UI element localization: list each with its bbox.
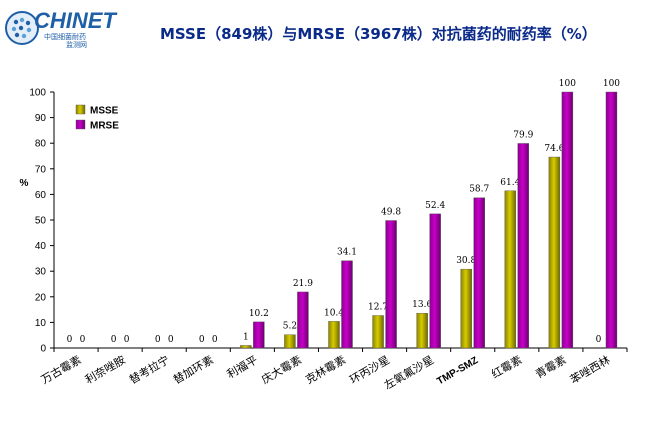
mrse-data-label: 21.9 — [293, 279, 313, 289]
x-category-label: 左氧氟沙星 — [382, 352, 437, 392]
y-tick-label: 0 — [40, 344, 46, 355]
y-axis-label: % — [20, 178, 29, 189]
msse-data-label: 0 — [111, 335, 117, 345]
y-tick-label: 60 — [35, 190, 47, 201]
mrse-data-label: 10.2 — [249, 309, 269, 319]
msse-data-label: 0 — [155, 335, 161, 345]
x-category-label: 青霉素 — [533, 353, 568, 381]
msse-data-label: 1 — [243, 332, 249, 342]
mrse-bar — [517, 143, 530, 349]
y-tick-label: 90 — [35, 113, 47, 124]
chart-title: MSSE（849株）与MRSE（3967株）对抗菌药的耐药率（%） — [160, 25, 597, 43]
mrse-bar — [253, 321, 265, 349]
y-tick-label: 10 — [35, 318, 47, 329]
mrse-bar — [429, 213, 441, 349]
msse-bar — [548, 156, 561, 349]
mrse-bar — [385, 220, 397, 349]
x-category-label: 克林霉素 — [303, 352, 348, 386]
legend-mrse-swatch — [75, 119, 86, 130]
logo-name: CHINET — [34, 8, 116, 33]
mrse-bar — [561, 91, 574, 349]
msse-bar — [416, 312, 428, 349]
y-tick-label: 40 — [35, 241, 47, 252]
msse-data-label: 10.4 — [324, 308, 344, 318]
mrse-data-label: 58.7 — [469, 185, 489, 195]
msse-bar — [372, 315, 384, 349]
y-tick-label: 70 — [35, 164, 47, 175]
y-tick-label: 80 — [35, 139, 47, 150]
x-category-label: 苯唑西林 — [567, 352, 612, 386]
chinet-logo: CHINET 中国细菌耐药 监测网 — [4, 6, 116, 52]
msse-bar — [328, 321, 340, 349]
x-category-label: 替考拉宁 — [127, 352, 172, 386]
msse-bar — [284, 334, 296, 349]
msse-data-label: 12.7 — [368, 302, 388, 312]
legend-msse-label: MSSE — [90, 106, 119, 117]
msse-bar — [504, 190, 517, 349]
legend-msse-swatch — [75, 104, 86, 115]
mrse-data-label: 100 — [603, 79, 620, 89]
msse-bar — [240, 345, 252, 349]
mrse-data-label: 0 — [80, 335, 86, 345]
mrse-data-label: 52.4 — [425, 201, 445, 211]
x-category-label: 红霉素 — [489, 353, 524, 381]
msse-data-label: 5.2 — [283, 322, 297, 332]
y-tick-label: 30 — [35, 267, 47, 278]
x-category-label: 替加环素 — [171, 352, 216, 386]
msse-data-label: 74.6 — [544, 144, 564, 154]
x-category-label: TMP-SMZ — [435, 355, 480, 387]
logo-subtitle: 中国细菌耐药 — [44, 34, 86, 41]
msse-data-label: 13.6 — [412, 300, 432, 310]
logo-subtitle-2: 监测网 — [66, 42, 87, 49]
globe-icon — [5, 11, 39, 45]
y-tick-label: 100 — [29, 88, 46, 99]
msse-data-label: 0 — [596, 335, 602, 345]
mrse-data-label: 0 — [124, 335, 130, 345]
mrse-data-label: 79.9 — [513, 130, 533, 140]
x-category-label: 利奈唑胺 — [83, 352, 128, 386]
y-tick-label: 50 — [35, 216, 47, 227]
x-category-label: 利福平 — [224, 352, 260, 381]
mrse-data-label: 34.1 — [337, 248, 357, 258]
msse-bar — [460, 268, 472, 349]
mrse-data-label: 0 — [212, 335, 218, 345]
legend-mrse-label: MRSE — [90, 121, 119, 132]
y-tick-label: 20 — [35, 292, 47, 303]
mrse-data-label: 100 — [559, 79, 576, 89]
x-category-label: 庆大霉素 — [259, 352, 304, 386]
mrse-data-label: 0 — [168, 335, 174, 345]
mrse-bar — [473, 197, 485, 349]
msse-data-label: 0 — [67, 335, 73, 345]
mrse-bar — [605, 91, 618, 349]
msse-data-label: 30.8 — [456, 256, 476, 266]
mrse-bar — [297, 291, 309, 349]
msse-data-label: 0 — [199, 335, 205, 345]
msse-data-label: 61.4 — [500, 178, 520, 188]
mrse-bar — [341, 260, 353, 349]
x-category-label: 万古霉素 — [39, 353, 84, 386]
mrse-data-label: 49.8 — [381, 208, 401, 218]
